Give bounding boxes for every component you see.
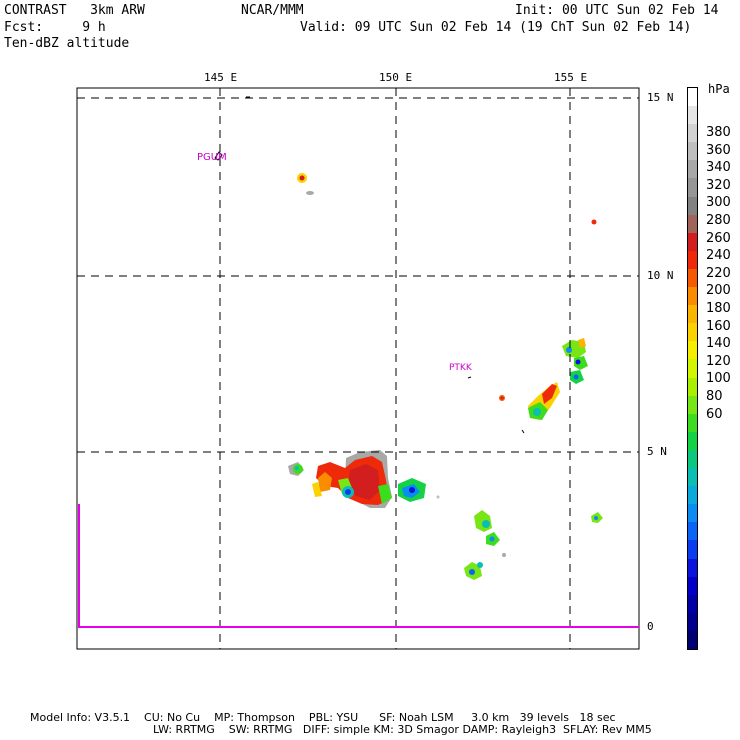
colorbar-tick-label: 100 (706, 371, 731, 387)
colorbar-swatch (688, 124, 697, 143)
lat-lon-grid (77, 88, 639, 649)
colorbar-swatch (688, 106, 697, 125)
colorbar-swatch (688, 522, 697, 541)
colorbar-swatch (688, 486, 697, 505)
colorbar-tick-label: 160 (706, 318, 731, 334)
colorbar-tick-label: 140 (706, 336, 731, 352)
cell-cluster-north (297, 173, 314, 195)
colorbar-swatch (688, 196, 697, 216)
colorbar-swatch (688, 594, 697, 614)
colorbar-swatch (688, 250, 697, 270)
station-label-pgum: PGUM (197, 152, 227, 163)
colorbar-tick-label: 80 (706, 389, 723, 404)
inset-magenta-line (78, 504, 639, 628)
colorbar-swatch (688, 449, 697, 469)
colorbar-swatch (688, 305, 697, 324)
colorbar-tick-label: 320 (706, 177, 731, 193)
lon-label-145: 145 E (204, 71, 238, 84)
colorbar-swatch (688, 504, 697, 523)
lat-label-15: 15 N (647, 91, 674, 104)
colorbar-swatch (688, 268, 697, 288)
valid-time: Valid: 09 UTC Sun 02 Feb 14 (19 ChT Sun … (300, 20, 692, 35)
colorbar-swatch (688, 540, 697, 559)
inset-zero-label: 0 (647, 620, 654, 633)
colorbar-swatch (688, 468, 697, 487)
lon-label-150: 150 E (379, 71, 413, 84)
footer-model-info: Model Info: V3.5.1 CU: No Cu MP: Thompso… (30, 711, 616, 724)
colorbar-tick-label: 280 (706, 213, 731, 228)
cell-cluster-east (499, 219, 597, 420)
colorbar-swatch (688, 214, 697, 234)
colorbar-tick-label: 200 (706, 283, 731, 299)
coastlines (214, 96, 525, 434)
colorbar-swatch (688, 178, 697, 198)
footer-physics-info: LW: RRTMG SW: RRTMG DIFF: simple KM: 3D … (153, 723, 652, 736)
colorbar-unit: hPa (708, 82, 730, 96)
colorbar-swatch (688, 612, 697, 632)
colorbar-tick-label: 60 (706, 406, 723, 422)
colorbar-tick-label: 240 (706, 248, 731, 264)
colorbar-swatch (688, 377, 697, 397)
colorbar-tick-label: 180 (706, 301, 731, 316)
colorbar-swatch (688, 287, 697, 306)
colorbar-swatch (688, 395, 697, 415)
lon-label-155: 155 E (554, 71, 588, 84)
lat-label-5: 5 N (647, 445, 667, 458)
colorbar-tick-label: 300 (706, 195, 731, 211)
forecast-hour: Fcst: 9 h (4, 20, 106, 35)
map-frame (76, 87, 640, 650)
colorbar-swatch (688, 323, 697, 342)
colorbar-swatch (688, 576, 697, 596)
colorbar-swatch (688, 232, 697, 252)
colorbar-tick-label: 340 (706, 160, 731, 176)
colorbar-swatch (688, 630, 697, 650)
organization: NCAR/MMM (241, 3, 304, 18)
colorbar-swatch (688, 359, 697, 379)
colorbar-swatch (688, 558, 697, 578)
cell-cluster-west (288, 450, 392, 508)
colorbar-tick-label: 360 (706, 142, 731, 158)
colorbar-swatch (688, 413, 697, 433)
colorbar-swatch (688, 160, 697, 179)
field-name: Ten-dBZ altitude (4, 36, 130, 51)
colorbar-tick-label: 380 (706, 125, 731, 140)
colorbar-tick-label: 120 (706, 353, 731, 369)
cell-cluster-south (464, 510, 603, 580)
colorbar-tick-label: 260 (706, 230, 731, 246)
station-label-ptkk: PTKK (449, 363, 472, 373)
colorbar (687, 87, 698, 650)
lat-label-10: 10 N (647, 269, 674, 282)
colorbar-tick-label: 220 (706, 265, 731, 281)
colorbar-swatch (688, 431, 697, 451)
reflectivity-cells (288, 173, 603, 580)
model-name: CONTRAST 3km ARW (4, 3, 145, 18)
colorbar-swatch (688, 341, 697, 360)
colorbar-swatch (688, 142, 697, 161)
colorbar-swatch (688, 88, 697, 107)
cell-cluster-central (398, 478, 440, 502)
init-time: Init: 00 UTC Sun 02 Feb 14 (515, 3, 719, 18)
